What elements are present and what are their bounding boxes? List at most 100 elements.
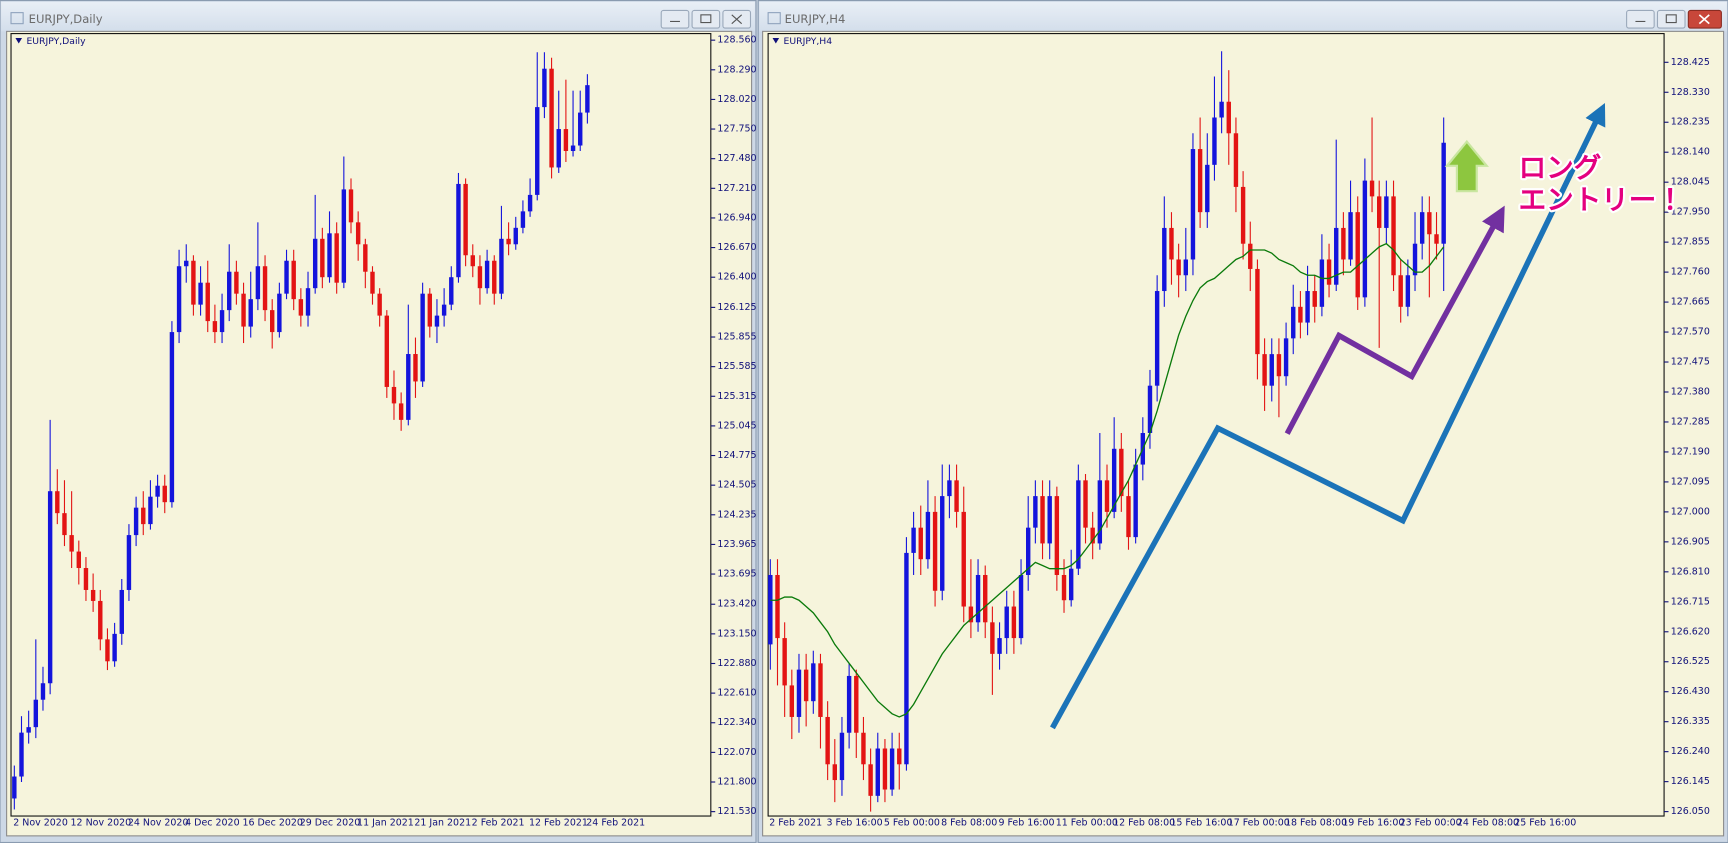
candle-body [542, 68, 547, 108]
candle-body [355, 222, 361, 245]
candle-body [212, 321, 218, 333]
y-tick-label: 127.475 [1671, 357, 1710, 368]
x-tick-label: 11 Feb 00:00 [1056, 818, 1118, 829]
candle-body [832, 764, 837, 781]
title-bar[interactable] [1, 1, 755, 32]
x-tick-label: 16 Dec 2020 [242, 818, 303, 829]
candle-body [1419, 212, 1425, 244]
y-tick-label: 127.570 [1671, 327, 1710, 338]
candle-body [918, 527, 923, 560]
candle-body [112, 633, 117, 662]
candle-body [248, 299, 253, 327]
x-tick-label: 5 Feb 00:00 [884, 818, 940, 829]
y-tick-label: 123.420 [717, 599, 756, 610]
candle-body [234, 271, 239, 294]
maximize-button[interactable] [1656, 9, 1686, 29]
candle-body [563, 129, 569, 152]
y-tick-label: 125.315 [717, 391, 756, 402]
candle-body [33, 699, 39, 728]
y-tick-label: 126.400 [717, 272, 756, 283]
candle-body [148, 496, 153, 525]
candle-body [1033, 496, 1038, 528]
candle-body [320, 238, 325, 278]
title-bar[interactable] [759, 1, 1727, 32]
candle-body [1205, 164, 1210, 213]
y-tick-label: 122.880 [717, 658, 756, 669]
minimize-button[interactable] [660, 9, 690, 29]
y-tick-label: 121.800 [717, 777, 756, 788]
candle-body [499, 238, 504, 294]
candle-body [55, 491, 60, 514]
candle-body [535, 107, 540, 195]
x-tick-label: 17 Feb 00:00 [1228, 818, 1290, 829]
candle-body [262, 266, 268, 311]
candle-body [434, 315, 440, 327]
y-tick-label: 125.045 [717, 420, 756, 431]
candle-body [477, 266, 483, 289]
candle-body [1011, 606, 1017, 639]
y-tick-label: 126.240 [1671, 746, 1710, 757]
candle-body [484, 260, 490, 289]
y-tick-label: 127.190 [1671, 446, 1710, 457]
candle-body [1219, 101, 1224, 118]
candle-body [1240, 186, 1246, 244]
candle-body [882, 748, 888, 790]
candle-body [205, 282, 210, 322]
x-tick-label: 2 Feb 2021 [769, 818, 822, 829]
candle-body [1405, 275, 1411, 307]
candle-body [133, 507, 139, 536]
candle-body [839, 732, 845, 781]
candle-body [875, 748, 880, 796]
candle-body [1255, 268, 1260, 355]
menu-triangle[interactable] [15, 37, 23, 44]
candle-body [327, 233, 332, 278]
menu-triangle[interactable] [772, 37, 780, 44]
candle-body [305, 288, 311, 316]
candle-body [1090, 527, 1095, 544]
candle-body [846, 675, 852, 733]
candle-body [1212, 117, 1217, 165]
y-tick-label: 125.855 [717, 332, 756, 343]
y-tick-label: 126.335 [1671, 716, 1710, 727]
candle-body [341, 189, 347, 283]
candle-body [1111, 448, 1117, 512]
window-daily: EURJPY,Daily EURJPY,Daily 128.560 128.290… [0, 0, 757, 843]
candle-body [1004, 606, 1009, 639]
x-tick-label: 11 Jan 2021 [357, 818, 414, 829]
y-tick-label: 126.125 [717, 302, 756, 313]
y-tick-label: 121.530 [717, 806, 756, 817]
window-title: EURJPY,Daily [29, 12, 103, 26]
candle-body [975, 574, 981, 623]
candle-body [1119, 448, 1124, 497]
candle-body [12, 776, 17, 799]
x-tick-label: 15 Feb 16:00 [1170, 818, 1232, 829]
candle-body [298, 299, 304, 316]
candle-body [191, 260, 196, 305]
plot-h4: 128.425 128.330 128.235 128.140 128.045 127.9… [768, 51, 1710, 829]
x-tick-label: 25 Feb 16:00 [1514, 818, 1576, 829]
maximize-button[interactable] [691, 9, 721, 29]
y-tick-label: 127.750 [717, 124, 756, 135]
candle-body [377, 293, 382, 316]
candle-body [818, 663, 823, 717]
candle-body [549, 68, 554, 168]
candle-body [1276, 354, 1282, 377]
candle-body [420, 293, 425, 382]
y-tick-label: 127.380 [1671, 386, 1710, 397]
candle-body [1040, 496, 1045, 544]
candle-body [925, 511, 931, 560]
y-tick-label: 122.070 [717, 747, 756, 758]
candle-body [782, 638, 787, 686]
close-icon [1698, 14, 1710, 25]
y-tick-label: 122.340 [717, 717, 756, 728]
window-h4: EURJPY,H4 EURJPY,H4 128.425 128.330 128.23… [757, 0, 1728, 843]
candle-body [1183, 259, 1188, 276]
candle-body [1262, 354, 1267, 386]
minimize-button[interactable] [1626, 9, 1655, 29]
y-tick-label: 123.695 [717, 569, 756, 580]
candle-body [1190, 149, 1196, 260]
candle-body [506, 238, 511, 245]
candle-body [527, 194, 533, 212]
candle-body [768, 574, 773, 645]
candle-body [1154, 291, 1160, 386]
